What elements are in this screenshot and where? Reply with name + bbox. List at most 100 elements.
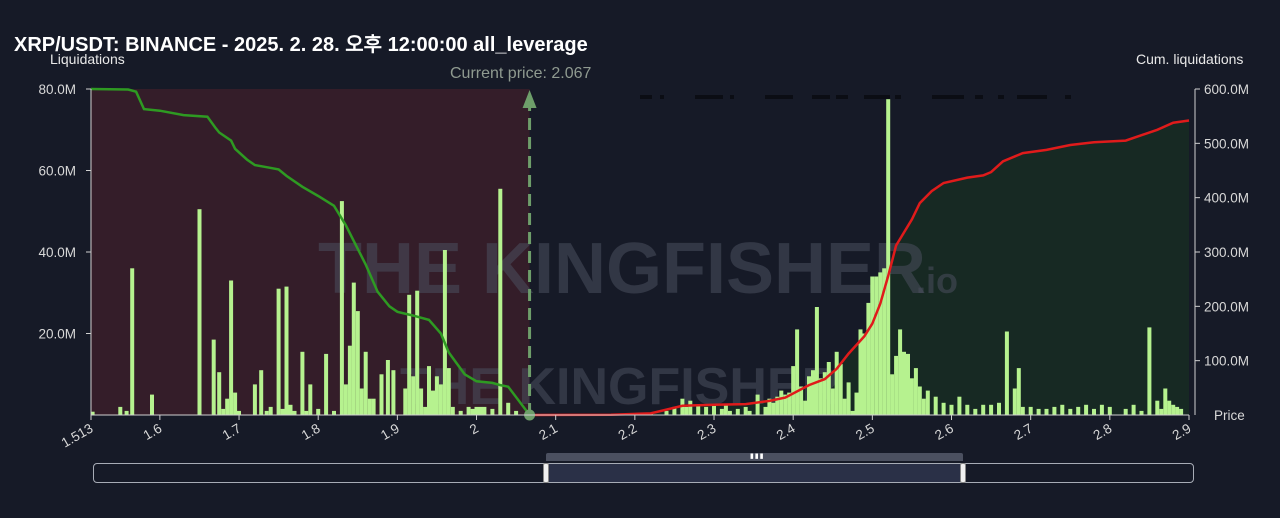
liquidation-bar bbox=[514, 410, 519, 415]
liquidation-bar bbox=[324, 353, 329, 415]
liquidation-bar bbox=[917, 386, 922, 415]
x-tick-label: 2.1 bbox=[536, 421, 560, 443]
liquidation-bar bbox=[308, 384, 313, 415]
y-left-tick-label: 20.0M bbox=[38, 327, 76, 342]
liquidation-bar bbox=[826, 362, 831, 415]
grip-dots-icon: ▮▮▮ bbox=[750, 453, 765, 460]
liquidation-bar bbox=[771, 402, 776, 415]
liquidation-bar bbox=[466, 406, 471, 415]
liquidation-bar bbox=[949, 404, 954, 415]
liquidation-bar bbox=[989, 404, 994, 415]
liquidation-bar bbox=[371, 398, 376, 415]
liquidation-bar bbox=[822, 372, 827, 415]
liquidation-bar bbox=[890, 374, 895, 416]
liquidation-bar bbox=[478, 406, 483, 415]
liquidation-bar bbox=[1171, 404, 1176, 415]
y-right-tick-label: 600.0M bbox=[1204, 82, 1249, 97]
liquidation-bar bbox=[1076, 406, 1081, 415]
liquidation-bar bbox=[1092, 408, 1096, 415]
liquidation-bar bbox=[854, 392, 859, 415]
liquidation-bar bbox=[846, 382, 851, 415]
top-dash-4 bbox=[765, 95, 793, 99]
liquidation-bar bbox=[367, 398, 372, 415]
y-left-tick-label: 40.0M bbox=[38, 245, 76, 260]
liquidation-bar bbox=[727, 410, 732, 415]
y-right-tick-label: 500.0M bbox=[1204, 136, 1249, 151]
liquidation-bar bbox=[882, 268, 887, 415]
liquidation-bar bbox=[830, 388, 835, 415]
liquidation-bar bbox=[775, 396, 780, 415]
x-tick-label: 2 bbox=[467, 421, 481, 438]
range-slider-left-handle[interactable] bbox=[543, 463, 549, 483]
liquidation-bar bbox=[1139, 410, 1144, 415]
liquidation-bar bbox=[672, 406, 677, 415]
liquidation-bar bbox=[747, 410, 752, 415]
liquidation-bar bbox=[438, 384, 443, 415]
x-tick-label: 1.7 bbox=[220, 421, 244, 443]
liquidation-bar bbox=[957, 396, 962, 415]
liquidation-bar bbox=[735, 408, 740, 415]
liquidation-bar bbox=[385, 360, 390, 415]
liquidation-bar bbox=[704, 406, 709, 415]
liquidation-bar bbox=[1060, 404, 1065, 415]
liquidation-bar bbox=[1004, 331, 1009, 415]
liquidation-bar bbox=[442, 250, 447, 415]
y-right-tick-label: 200.0M bbox=[1204, 299, 1249, 314]
liquidation-bar bbox=[252, 384, 257, 415]
liquidation-bar bbox=[431, 390, 435, 415]
liquidation-bar bbox=[1028, 406, 1033, 415]
x-tick-label: 1.8 bbox=[299, 421, 323, 443]
liquidation-bar bbox=[391, 370, 396, 415]
liquidation-bar bbox=[237, 410, 241, 415]
liquidation-bar bbox=[1068, 408, 1073, 415]
liquidation-bar bbox=[1016, 368, 1021, 415]
liquidation-bar bbox=[264, 410, 269, 415]
liquidation-bar bbox=[862, 333, 867, 415]
liquidation-bar bbox=[490, 408, 495, 415]
liquidation-bar bbox=[482, 406, 487, 415]
liquidation-bar bbox=[834, 351, 839, 415]
liquidation-bar bbox=[470, 408, 475, 415]
x-tick-label: 2.7 bbox=[1011, 421, 1035, 443]
x-tick-label: 1.6 bbox=[141, 421, 165, 443]
liquidation-bar bbox=[355, 311, 360, 415]
liquidation-bar bbox=[803, 400, 808, 415]
liquidation-bar bbox=[913, 368, 918, 415]
liquidation-bar bbox=[1036, 408, 1041, 415]
liquidation-bar bbox=[411, 376, 416, 415]
right-axis-name: Cum. liquidations bbox=[1136, 51, 1244, 67]
liquidation-bar bbox=[850, 410, 855, 415]
top-dash-11 bbox=[998, 95, 1004, 99]
liquidation-bar bbox=[1107, 406, 1112, 415]
liquidation-bar bbox=[1155, 400, 1160, 415]
liquidation-bar bbox=[763, 406, 768, 415]
range-slider-selection[interactable] bbox=[546, 463, 963, 483]
liquidation-bar bbox=[118, 406, 123, 415]
top-dash-3 bbox=[730, 95, 734, 99]
liquidation-bar bbox=[288, 404, 293, 415]
liquidation-bar bbox=[799, 386, 804, 415]
range-slider-right-handle[interactable] bbox=[960, 463, 966, 483]
liquidation-bar bbox=[858, 329, 863, 415]
x-tick-label: 1.513 bbox=[59, 421, 96, 451]
liquidation-bar bbox=[688, 400, 693, 415]
liquidation-bar bbox=[902, 351, 906, 415]
liquidation-bar bbox=[1020, 406, 1025, 415]
liquidation-bar bbox=[221, 408, 226, 415]
liquidation-bar bbox=[225, 398, 230, 415]
y-right-tick-label: 400.0M bbox=[1204, 191, 1249, 206]
liquidation-bar bbox=[427, 366, 431, 415]
liquidation-bar bbox=[1179, 408, 1184, 415]
liquidation-bar bbox=[755, 394, 760, 415]
liquidation-bar bbox=[1163, 388, 1168, 415]
liquidation-bar bbox=[906, 353, 910, 415]
liquidation-bar bbox=[965, 404, 970, 415]
liquidation-bar bbox=[347, 345, 352, 415]
range-slider-grip[interactable] bbox=[546, 453, 963, 461]
x-tick-label: 2.8 bbox=[1091, 421, 1115, 443]
liquidation-bar bbox=[842, 398, 847, 415]
liquidation-bar bbox=[90, 411, 95, 415]
watermark-text: THE KINGFISHER bbox=[318, 229, 926, 309]
x-tick-label: 1.9 bbox=[378, 421, 402, 443]
